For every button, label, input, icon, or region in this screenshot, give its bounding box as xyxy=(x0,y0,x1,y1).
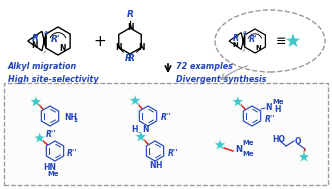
Text: R: R xyxy=(32,34,39,43)
Text: H: H xyxy=(156,160,162,170)
Text: N: N xyxy=(256,45,262,51)
Text: N: N xyxy=(59,44,65,53)
Text: N: N xyxy=(138,43,144,52)
Text: Alkyl migration
High site-selectivity: Alkyl migration High site-selectivity xyxy=(8,62,99,84)
Text: ~: ~ xyxy=(241,47,248,54)
Polygon shape xyxy=(286,33,300,47)
Text: R'': R'' xyxy=(46,130,56,139)
Text: R'': R'' xyxy=(161,112,172,122)
Text: HN: HN xyxy=(43,163,56,171)
Text: ≡: ≡ xyxy=(276,35,286,47)
Text: R: R xyxy=(233,34,239,43)
Text: +: + xyxy=(94,33,106,49)
Polygon shape xyxy=(298,151,310,162)
Text: Me: Me xyxy=(242,140,254,146)
Text: R: R xyxy=(126,10,133,19)
Text: R: R xyxy=(128,54,135,63)
Text: R': R' xyxy=(51,35,60,44)
Text: N: N xyxy=(232,42,238,48)
Text: O: O xyxy=(295,136,301,146)
Text: R': R' xyxy=(249,35,257,44)
Polygon shape xyxy=(129,95,141,105)
Text: R'': R'' xyxy=(67,149,78,157)
Polygon shape xyxy=(214,139,226,150)
Text: R: R xyxy=(125,54,132,63)
Polygon shape xyxy=(34,132,45,143)
Text: R'': R'' xyxy=(168,149,179,157)
Text: HO: HO xyxy=(272,135,285,143)
Text: 72 examples
Divergent synthesis: 72 examples Divergent synthesis xyxy=(176,62,267,84)
Text: N: N xyxy=(235,145,242,153)
Text: N: N xyxy=(265,104,272,112)
FancyBboxPatch shape xyxy=(4,83,328,185)
Text: R'': R'' xyxy=(265,115,276,123)
Text: 2: 2 xyxy=(138,132,142,136)
Text: Me: Me xyxy=(272,99,284,105)
Text: N: N xyxy=(150,160,156,170)
Text: 4: 4 xyxy=(242,31,246,36)
Text: N: N xyxy=(142,125,148,135)
Text: 2: 2 xyxy=(74,118,78,122)
Text: N: N xyxy=(116,43,122,52)
Text: N: N xyxy=(127,23,133,33)
Polygon shape xyxy=(232,96,244,107)
Text: NH: NH xyxy=(64,114,77,122)
Text: ~: ~ xyxy=(42,48,49,56)
Text: N: N xyxy=(32,41,38,50)
Text: H: H xyxy=(274,105,281,115)
Text: Me: Me xyxy=(242,151,254,157)
Polygon shape xyxy=(30,96,42,107)
Text: 4: 4 xyxy=(43,31,47,36)
Text: H: H xyxy=(131,125,137,135)
Text: Me: Me xyxy=(47,171,59,177)
Polygon shape xyxy=(135,131,146,142)
